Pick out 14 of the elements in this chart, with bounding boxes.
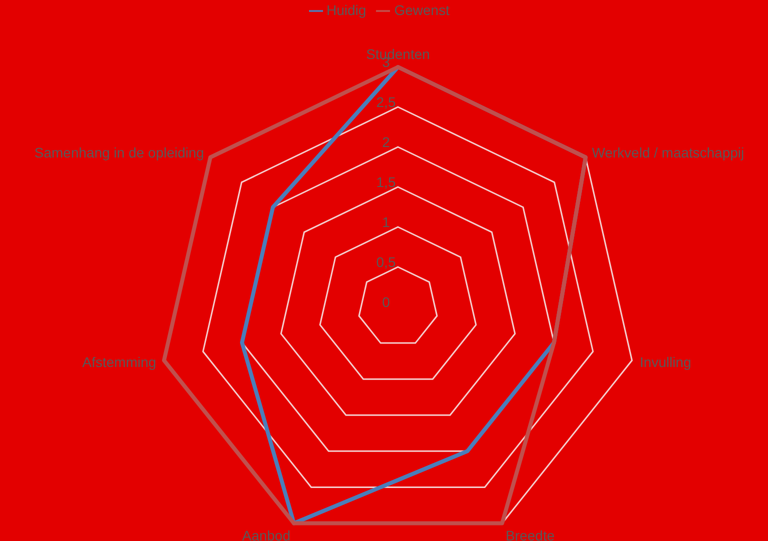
spoke-label: Invulling xyxy=(640,354,692,370)
legend-label: Gewenst xyxy=(394,2,450,18)
spoke-label: Samenhang in de opleiding xyxy=(34,144,204,160)
y-tick-label: 1,5 xyxy=(376,174,396,190)
y-tick-label: 2,5 xyxy=(376,94,396,110)
y-tick-label: 2 xyxy=(382,134,390,150)
spoke-label: Afstemming xyxy=(82,354,156,370)
y-tick-label: 0,5 xyxy=(376,254,396,270)
spoke-label: Breedte xyxy=(506,527,555,541)
y-tick-label: 0 xyxy=(382,294,390,310)
spoke-label: Werkveld / maatschappij xyxy=(592,144,744,160)
legend-label: Huidig xyxy=(326,2,366,18)
y-tick-label: 1 xyxy=(382,214,390,230)
spoke-label: Aanbod xyxy=(242,527,290,541)
